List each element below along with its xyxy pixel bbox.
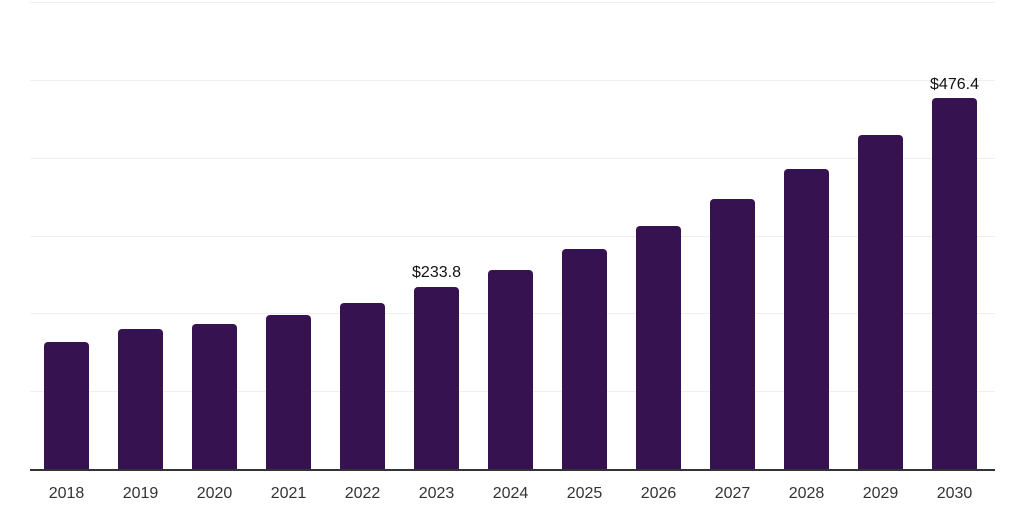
bar-2024[interactable] [488,269,533,469]
bar-2018[interactable] [44,341,89,469]
x-tick-2027: 2027 [714,485,751,502]
bar-value-label-2023: $233.8 [412,264,461,282]
x-tick-2022: 2022 [344,485,381,502]
x-tick-2028: 2028 [788,485,825,502]
x-tick-2024: 2024 [492,485,529,502]
gridline-400 [30,157,995,159]
bar-2025[interactable] [562,249,607,469]
bar-2020[interactable] [192,323,237,469]
x-tick-2030: 2030 [936,485,973,502]
bar-2026[interactable] [636,225,681,469]
bar-2027[interactable] [710,198,755,469]
x-tick-2018: 2018 [48,485,85,502]
x-axis-line [30,469,995,471]
bar-2022[interactable] [340,303,385,469]
x-tick-2026: 2026 [640,485,677,502]
x-tick-2021: 2021 [270,485,307,502]
x-tick-2029: 2029 [862,485,899,502]
x-tick-2025: 2025 [566,485,603,502]
x-tick-2023: 2023 [418,485,455,502]
bar-2030[interactable] [932,98,977,469]
gridline-300 [30,235,995,237]
bar-2021[interactable] [266,314,311,469]
bar-value-label-2030: $476.4 [930,75,979,93]
x-tick-2020: 2020 [196,485,233,502]
gridline-500 [30,79,995,81]
bar-2028[interactable] [784,169,829,469]
plot-area: $233.8 $476.4 [30,2,995,471]
bar-2019[interactable] [118,328,163,469]
bar-2023[interactable] [414,287,459,469]
x-tick-2019: 2019 [122,485,159,502]
bar-2029[interactable] [858,135,903,469]
gridline-600 [30,2,995,3]
x-axis-tick-labels: 2018 2019 2020 2021 2022 2023 2024 2025 2026 2027… [30,484,995,506]
